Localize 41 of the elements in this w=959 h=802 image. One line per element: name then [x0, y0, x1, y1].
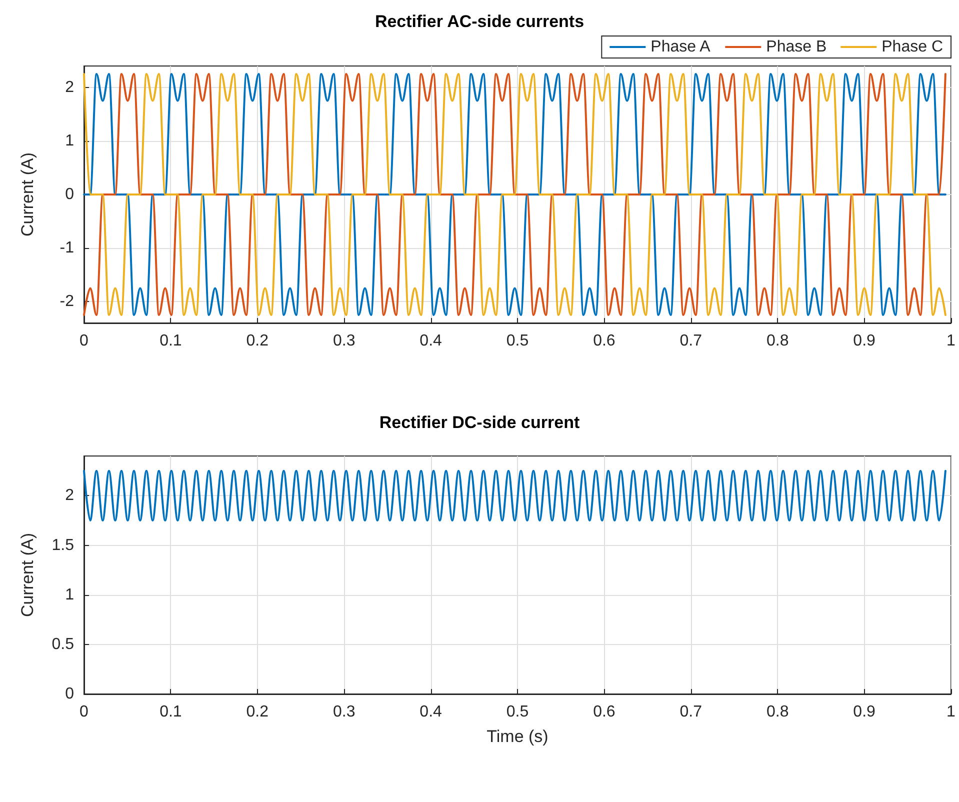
- x-tick-label: 1: [946, 332, 956, 350]
- y-tick-label: 0: [65, 686, 74, 702]
- x-tick-label: 0.6: [593, 704, 616, 720]
- y-tick-label: -2: [60, 293, 74, 310]
- x-tick-label: 0.2: [246, 332, 269, 350]
- x-tick-label: 0.7: [680, 704, 702, 720]
- x-tick-label: 0: [80, 704, 89, 720]
- x-tick-label: 0.9: [853, 332, 876, 350]
- legend-label: Phase A: [650, 38, 711, 56]
- y-tick-label: 1: [65, 132, 74, 150]
- chart-title: Rectifier AC-side currents: [374, 12, 584, 31]
- chart-title: Rectifier DC-side current: [379, 413, 580, 432]
- y-tick-label: 2: [65, 487, 74, 504]
- y-tick-label: 0.5: [52, 636, 74, 653]
- y-tick-label: 1.5: [52, 536, 74, 554]
- x-tick-label: 0.4: [420, 332, 442, 350]
- x-tick-label: 0.1: [160, 332, 182, 350]
- y-tick-label: 0: [65, 186, 74, 203]
- x-tick-label: 0.8: [766, 704, 789, 720]
- x-tick-label: 0.5: [506, 704, 529, 720]
- x-tick-label: 0.9: [853, 704, 876, 720]
- legend-label: Phase B: [766, 38, 827, 56]
- x-tick-label: 0.3: [332, 332, 356, 350]
- x-tick-label: 0.8: [766, 332, 789, 350]
- line-series: [83, 73, 946, 316]
- x-tick-label: 0.5: [506, 332, 529, 350]
- legend-label: Phase C: [882, 38, 944, 56]
- y-axis-title: Current (A): [18, 532, 37, 618]
- y-tick-label: 2: [65, 78, 74, 96]
- x-axis-title: Time (s): [486, 727, 548, 746]
- y-tick-label: 1: [65, 586, 74, 604]
- y-axis-title: Current (A): [18, 152, 37, 237]
- x-tick-label: 0.7: [680, 332, 702, 350]
- x-tick-label: 1: [946, 704, 956, 720]
- x-tick-label: 0: [80, 332, 89, 350]
- y-tick-label: -1: [60, 240, 74, 257]
- x-tick-label: 0.1: [160, 704, 182, 720]
- x-tick-label: 0.3: [332, 704, 356, 720]
- x-tick-label: 0.2: [246, 704, 269, 720]
- x-tick-label: 0.4: [420, 704, 442, 720]
- x-tick-label: 0.6: [593, 332, 616, 350]
